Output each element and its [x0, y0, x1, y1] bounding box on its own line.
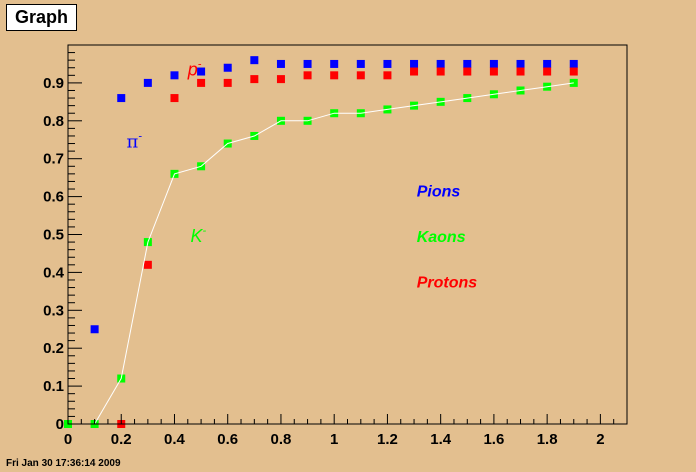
protons-point: [250, 75, 259, 84]
pions-point: [223, 63, 232, 72]
y-tick-label: 0.9: [43, 75, 64, 92]
axes: 0 0.2 0.4 0.6 0.8 1 1.2 1.4 1.6 1.8 2 0 0.1 0.2 0.3 0.4…: [43, 44, 628, 448]
protons-point: [489, 67, 498, 76]
marker-layer: [64, 56, 578, 428]
pions-point: [170, 71, 179, 80]
x-tick-label: 1.4: [430, 431, 452, 448]
annotations: π-p- K- Pions Kaons Protons: [127, 58, 478, 291]
y-tick-label: 0.6: [43, 189, 64, 206]
pions-point: [410, 59, 419, 68]
y-tick-label: 0.3: [43, 302, 64, 319]
annotation-k: K-: [190, 225, 206, 246]
y-tick-label: 0.2: [43, 340, 64, 357]
protons-point: [197, 78, 206, 87]
pions-point: [516, 59, 525, 68]
pions-point: [250, 56, 259, 65]
kaons-series-line: [68, 82, 574, 425]
protons-point: [143, 260, 152, 269]
protons-point: [463, 67, 472, 76]
pions-point: [436, 59, 445, 68]
y-tick-label: 0.5: [43, 227, 64, 244]
line-layer: [68, 82, 574, 425]
y-tick-label: 0.4: [43, 264, 65, 281]
y-tick-label: 0.1: [43, 378, 64, 395]
x-tick-label: 1.2: [377, 431, 398, 448]
protons-point: [383, 71, 392, 80]
protons-point: [436, 67, 445, 76]
pions-point: [463, 59, 472, 68]
protons-point: [569, 67, 578, 76]
pions-point: [143, 78, 152, 87]
x-tick-label: 0.6: [217, 431, 238, 448]
protons-point: [330, 71, 339, 80]
x-tick-label: 0: [64, 431, 72, 448]
x-tick-label: 0.8: [271, 431, 292, 448]
x-tick-label: 0.4: [164, 431, 186, 448]
protons-point: [543, 67, 552, 76]
annotation-pi-minus: π-: [127, 129, 143, 152]
annotation-p: p-: [187, 58, 202, 79]
plot-frame: [67, 44, 628, 425]
pions-point: [330, 59, 339, 68]
protons-point: [410, 67, 419, 76]
y-tick-label: 0: [56, 416, 64, 433]
y-tick-label: 0.7: [43, 151, 64, 168]
pions-point: [543, 59, 552, 68]
pions-point: [489, 59, 498, 68]
pions-point: [356, 59, 365, 68]
pions-point: [90, 325, 99, 334]
pions-point: [569, 59, 578, 68]
x-tick-label: 2: [596, 431, 604, 448]
annotation-pions: Pions: [417, 184, 461, 201]
y-tick-label: 0.8: [43, 113, 64, 130]
canvas-title: Graph: [6, 4, 78, 31]
protons-point: [516, 67, 525, 76]
x-tick-label: 1: [330, 431, 338, 448]
annotation-protons: Protons: [417, 275, 478, 292]
x-tick-label: 1.8: [537, 431, 558, 448]
protons-point: [303, 71, 312, 80]
pions-point: [303, 59, 312, 68]
annotation-kaons: Kaons: [417, 229, 466, 246]
timestamp-footer: Fri Jan 30 17:36:14 2009: [6, 458, 121, 469]
protons-point: [223, 78, 232, 87]
pions-point: [276, 59, 285, 68]
protons-point: [276, 75, 285, 84]
x-tick-label: 0.2: [111, 431, 132, 448]
pions-point: [197, 67, 206, 76]
protons-point: [170, 94, 179, 103]
pions-point: [117, 94, 126, 103]
pions-point: [383, 59, 392, 68]
protons-point: [356, 71, 365, 80]
x-tick-label: 1.6: [483, 431, 504, 448]
